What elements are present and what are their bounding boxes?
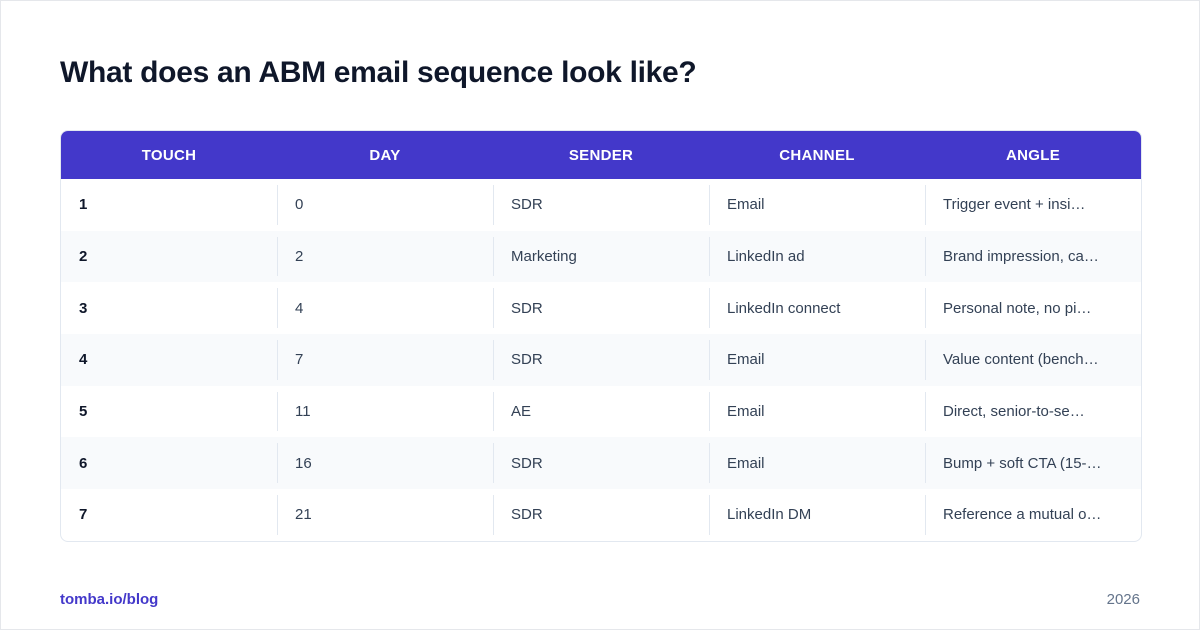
cell-angle-text: Brand impression, ca… (943, 248, 1099, 266)
cell-channel: LinkedIn connect (709, 282, 925, 334)
cell-sender: SDR (493, 282, 709, 334)
table-row: 4 7 SDR Email Value content (bench… (61, 334, 1141, 386)
cell-angle-text: Bump + soft CTA (15-… (943, 454, 1102, 472)
cell-angle: Trigger event + insi… (925, 179, 1141, 231)
sequence-table: TOUCH DAY SENDER CHANNEL ANGLE 1 0 SDR E… (61, 131, 1141, 541)
table-row: 1 0 SDR Email Trigger event + insi… (61, 179, 1141, 231)
table-row: 6 16 SDR Email Bump + soft CTA (15-… (61, 437, 1141, 490)
cell-angle-text: Personal note, no pi… (943, 299, 1092, 317)
sequence-table-container: TOUCH DAY SENDER CHANNEL ANGLE 1 0 SDR E… (60, 130, 1142, 542)
cell-angle: Reference a mutual o… (925, 489, 1141, 541)
cell-touch: 1 (79, 196, 88, 214)
cell-day: 2 (277, 231, 493, 283)
cell-sender: SDR (493, 437, 709, 489)
cell-angle-text: Direct, senior-to-se… (943, 403, 1085, 421)
table-row: 3 4 SDR LinkedIn connect Personal note, … (61, 282, 1141, 334)
cell-touch: 6 (79, 454, 88, 472)
page-title: What does an ABM email sequence look lik… (60, 56, 697, 89)
cell-day: 0 (277, 179, 493, 231)
cell-day: 11 (277, 386, 493, 438)
column-header-angle: ANGLE (1006, 146, 1060, 164)
cell-channel: Email (709, 437, 925, 489)
cell-sender: SDR (493, 489, 709, 541)
cell-sender: Marketing (493, 231, 709, 283)
cell-channel: Email (709, 386, 925, 438)
column-header-touch: TOUCH (141, 146, 197, 164)
cell-angle: Value content (bench… (925, 334, 1141, 386)
cell-sender: AE (493, 386, 709, 438)
cell-sender: SDR (493, 334, 709, 386)
cell-day: 4 (277, 282, 493, 334)
table-row: 7 21 SDR LinkedIn DM Reference a mutual … (61, 489, 1141, 541)
cell-angle: Brand impression, ca… (925, 231, 1141, 283)
cell-channel: Email (709, 334, 925, 386)
cell-channel: Email (709, 179, 925, 231)
cell-day: 21 (277, 489, 493, 541)
cell-touch: 3 (79, 299, 88, 317)
table-header-row: TOUCH DAY SENDER CHANNEL ANGLE (61, 131, 1141, 179)
cell-sender: SDR (493, 179, 709, 231)
column-header-sender: SENDER (568, 146, 634, 164)
footer-year: 2026 (1106, 591, 1140, 608)
cell-angle: Bump + soft CTA (15-… (925, 437, 1141, 489)
cell-touch: 5 (79, 403, 88, 421)
blog-link[interactable]: tomba.io/blog (60, 591, 159, 608)
cell-angle: Personal note, no pi… (925, 282, 1141, 334)
cell-channel: LinkedIn DM (709, 489, 925, 541)
cell-touch: 2 (79, 248, 88, 266)
cell-angle-text: Reference a mutual o… (943, 506, 1102, 524)
cell-day: 16 (277, 437, 493, 489)
cell-angle: Direct, senior-to-se… (925, 386, 1141, 438)
table-row: 2 2 Marketing LinkedIn ad Brand impressi… (61, 230, 1141, 283)
cell-touch: 7 (79, 506, 88, 524)
cell-channel: LinkedIn ad (709, 231, 925, 283)
column-header-channel: CHANNEL (779, 146, 855, 164)
cell-angle-text: Trigger event + insi… (943, 196, 1086, 214)
cell-touch: 4 (79, 351, 88, 369)
table-row: 5 11 AE Email Direct, senior-to-se… (61, 386, 1141, 438)
cell-day: 7 (277, 334, 493, 386)
cell-angle-text: Value content (bench… (943, 351, 1099, 369)
column-header-day: DAY (369, 146, 401, 164)
